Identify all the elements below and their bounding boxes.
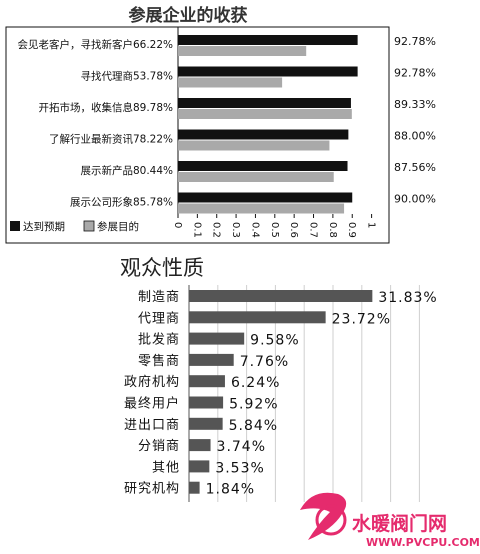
chart-2-category-label: 制造商 xyxy=(138,290,180,305)
watermark-swoosh-icon xyxy=(300,492,347,540)
chart-1-bar-purpose xyxy=(178,46,307,56)
chart-2-data-label: 23.72% xyxy=(332,311,391,327)
chart-1-tick-label: 0.1 xyxy=(191,222,202,238)
chart-2-bar xyxy=(189,353,234,366)
chart-1-bar-achieved xyxy=(178,129,349,140)
chart-1-tick-label: 0.2 xyxy=(211,222,222,238)
chart-2-data-label: 1.84% xyxy=(206,482,255,498)
legend-label-achieved: 达到预期 xyxy=(23,221,65,233)
chart-1-title: 参展企业的收获 xyxy=(129,5,248,26)
chart-2-data-label: 3.53% xyxy=(215,460,264,476)
chart-1-bar-achieved xyxy=(178,161,348,171)
chart-1-category-label: 会见老客户，寻找新客户66.22% xyxy=(17,38,173,51)
chart-1-tick-label: 0.9 xyxy=(346,222,357,238)
chart-2-bar xyxy=(189,417,223,430)
chart-2-bar xyxy=(189,460,210,473)
chart-2-bar xyxy=(189,439,211,452)
watermark-ring-icon xyxy=(315,504,347,536)
chart-1-legend: 达到预期 参展目的 xyxy=(10,220,139,233)
chart-2-data-label: 5.92% xyxy=(229,397,278,413)
chart-1-category-label: 展示公司形象85.78% xyxy=(70,197,173,209)
chart-1-tick-label: 0.3 xyxy=(230,222,241,238)
chart-1-data-label: 92.78% xyxy=(394,35,436,48)
chart-1-bar-achieved xyxy=(178,192,353,203)
chart-2-title: 观众性质 xyxy=(120,256,204,280)
chart-2-category-label: 代理商 xyxy=(138,311,180,326)
chart-1-tick-label: 0.8 xyxy=(327,222,338,238)
chart-2-category-label: 分销商 xyxy=(138,439,180,454)
chart-1-bar-purpose xyxy=(178,77,283,88)
chart-1-bar-purpose xyxy=(178,203,345,214)
chart-1-tick-label: 0.6 xyxy=(288,222,299,238)
chart-2-category-label: 研究机构 xyxy=(124,482,180,497)
chart-1-data-label: 89.33% xyxy=(394,98,436,111)
chart-2-data-label: 31.83% xyxy=(378,290,437,306)
chart-1-data-label: 88.00% xyxy=(394,130,436,143)
chart-1-bar-achieved xyxy=(178,98,351,108)
chart-2-category-label: 政府机构 xyxy=(124,375,180,390)
chart-1-category-label: 开拓市场，收集信息89.78% xyxy=(38,101,173,114)
chart-1-frame xyxy=(5,26,390,244)
chart-1-data-label: 92.78% xyxy=(394,67,436,80)
chart-1-data-label: 90.00% xyxy=(394,193,436,206)
chart-1-bar-purpose xyxy=(178,172,334,182)
legend-swatch-achieved xyxy=(10,221,20,231)
chart-2-category-label: 批发商 xyxy=(138,332,180,348)
chart-1-data-label: 87.56% xyxy=(394,161,436,174)
chart-2-category-label: 最终用户 xyxy=(124,396,180,412)
chart-2-bar xyxy=(189,290,373,302)
chart-2-data-label: 3.74% xyxy=(217,439,266,455)
watermark-name: 水暖阀门网 xyxy=(352,512,447,535)
chart-2-bar xyxy=(189,396,224,409)
chart-1-bar-purpose xyxy=(178,109,352,119)
chart-1-category-label: 展示新产品80.44% xyxy=(80,164,173,177)
chart-2-bar xyxy=(189,375,225,388)
chart-2-bar xyxy=(189,332,245,345)
chart-1-tick-label: 0.4 xyxy=(249,222,260,238)
chart-2-data-label: 9.58% xyxy=(250,333,299,349)
chart-2-bar xyxy=(189,311,326,324)
legend-label-purpose: 参展目的 xyxy=(97,220,139,233)
chart-1-bar-achieved xyxy=(178,66,358,77)
chart-2-bar xyxy=(189,481,200,494)
chart-1-bar-achieved xyxy=(178,35,358,45)
chart-1: 参展企业的收获 会见老客户，寻找新客户66.22% 寻找代理商53.78% 开拓市场… xyxy=(5,5,436,244)
watermark-logo: 水暖阀门网 WWW.PVCPU.COM xyxy=(300,492,480,549)
chart-2-category-label: 进出口商 xyxy=(124,418,180,433)
chart-1-tick-label: 0.5 xyxy=(269,222,280,238)
chart-1-tick-label: 1 xyxy=(366,222,377,228)
chart-1-bar-purpose xyxy=(178,140,330,151)
chart-2-category-label: 零售商 xyxy=(138,353,180,369)
chart-1-tick-label: 0.7 xyxy=(308,222,319,238)
chart-1-category-label: 了解行业最新资讯78.22% xyxy=(49,133,173,146)
watermark-url: WWW.PVCPU.COM xyxy=(366,536,480,549)
chart-2-category-label: 其他 xyxy=(152,460,180,475)
chart-2-data-label: 6.24% xyxy=(231,375,280,391)
chart-2-data-label: 5.84% xyxy=(229,418,278,434)
chart-1-tick-label: 0 xyxy=(172,222,183,228)
legend-swatch-purpose xyxy=(83,220,95,232)
chart-1-category-label: 寻找代理商53.78% xyxy=(80,70,173,83)
chart-2-data-label: 7.76% xyxy=(240,354,289,370)
